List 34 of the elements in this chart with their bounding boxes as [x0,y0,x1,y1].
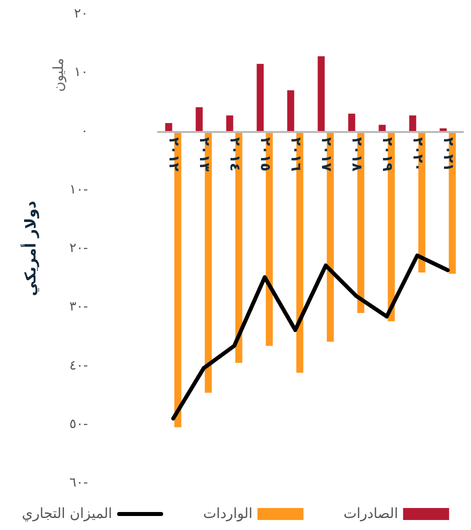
text: مليون [51,58,67,92]
bar [256,64,264,132]
x-tick-label: ٢٠١٥ [256,137,273,172]
bar [409,115,416,132]
y-tick-label: ٢٠- [69,241,88,256]
y-tick-label: ٣٠- [69,300,88,315]
bar [226,115,234,132]
legend-label: الواردات [203,506,252,522]
x-tick-label: ٢٠١٦ [287,137,304,172]
y-tick-label: ٦٠- [69,476,88,490]
y-tick-label: ٠ [81,124,88,139]
bar [287,90,294,132]
y-tick-label: ١٠- [69,182,88,198]
x-tick-label: ٢٠٢١ [440,137,456,172]
x-tick-label: ٢٠١٩ [378,137,395,172]
x-tick-label: ٢٠١٨ [348,137,364,172]
x-tick-label: ٢٠١٧ [318,137,334,172]
bar [378,124,386,132]
x-tick-label: ٢٠٢٠ [409,137,426,172]
bar [348,114,356,132]
x-tick-label: ٢٠١٣ [196,137,212,172]
line-series [171,254,450,421]
bar [165,123,172,132]
x-tick-label: ٢٠١٢ [165,137,182,172]
x-tick-label: ٢٠١٤ [226,137,242,172]
y-tick-label: ٥٠- [69,416,88,432]
legend-label: الصادرات [343,506,398,522]
legend-label: الميزان التجاري [22,506,112,522]
y-tick-label: ٤٠- [69,358,88,374]
bar [318,56,325,132]
y-tick-label: ١٠ [74,65,88,80]
y-axis-title: دولار أمريكي [20,200,40,296]
y-tick-label: ٢٠ [74,6,88,22]
bar [196,107,203,132]
